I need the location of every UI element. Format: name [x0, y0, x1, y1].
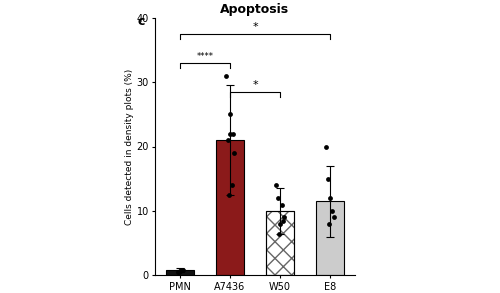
Bar	[266, 211, 294, 275]
Point	[276, 222, 284, 226]
Point	[174, 270, 182, 275]
Bar	[166, 270, 194, 275]
Point	[226, 131, 234, 136]
Point	[326, 196, 334, 200]
Text: *: *	[252, 80, 258, 91]
Y-axis label: Cells detected in density plots (%): Cells detected in density plots (%)	[124, 68, 134, 225]
Point	[178, 268, 186, 272]
Point	[222, 73, 230, 78]
Point	[328, 209, 336, 213]
Point	[275, 231, 283, 236]
Bar	[266, 211, 294, 275]
Text: *: *	[252, 22, 258, 33]
Point	[228, 183, 235, 188]
Point	[274, 196, 282, 200]
Text: ****: ****	[196, 52, 214, 62]
Point	[325, 222, 333, 226]
Point	[178, 267, 186, 272]
Point	[278, 218, 286, 223]
Point	[224, 193, 232, 197]
Point	[226, 112, 234, 117]
Point	[324, 176, 332, 181]
Point	[278, 202, 286, 207]
Point	[174, 269, 182, 274]
Point	[176, 269, 184, 273]
Text: c: c	[138, 15, 145, 28]
Point	[230, 151, 238, 155]
Point	[176, 269, 184, 273]
Point	[272, 183, 280, 188]
Point	[224, 138, 232, 142]
Bar	[316, 201, 344, 275]
Title: Apoptosis: Apoptosis	[220, 4, 290, 16]
Point	[229, 131, 237, 136]
Point	[330, 215, 338, 220]
Bar	[216, 140, 244, 275]
Point	[322, 144, 330, 149]
Point	[280, 215, 288, 220]
